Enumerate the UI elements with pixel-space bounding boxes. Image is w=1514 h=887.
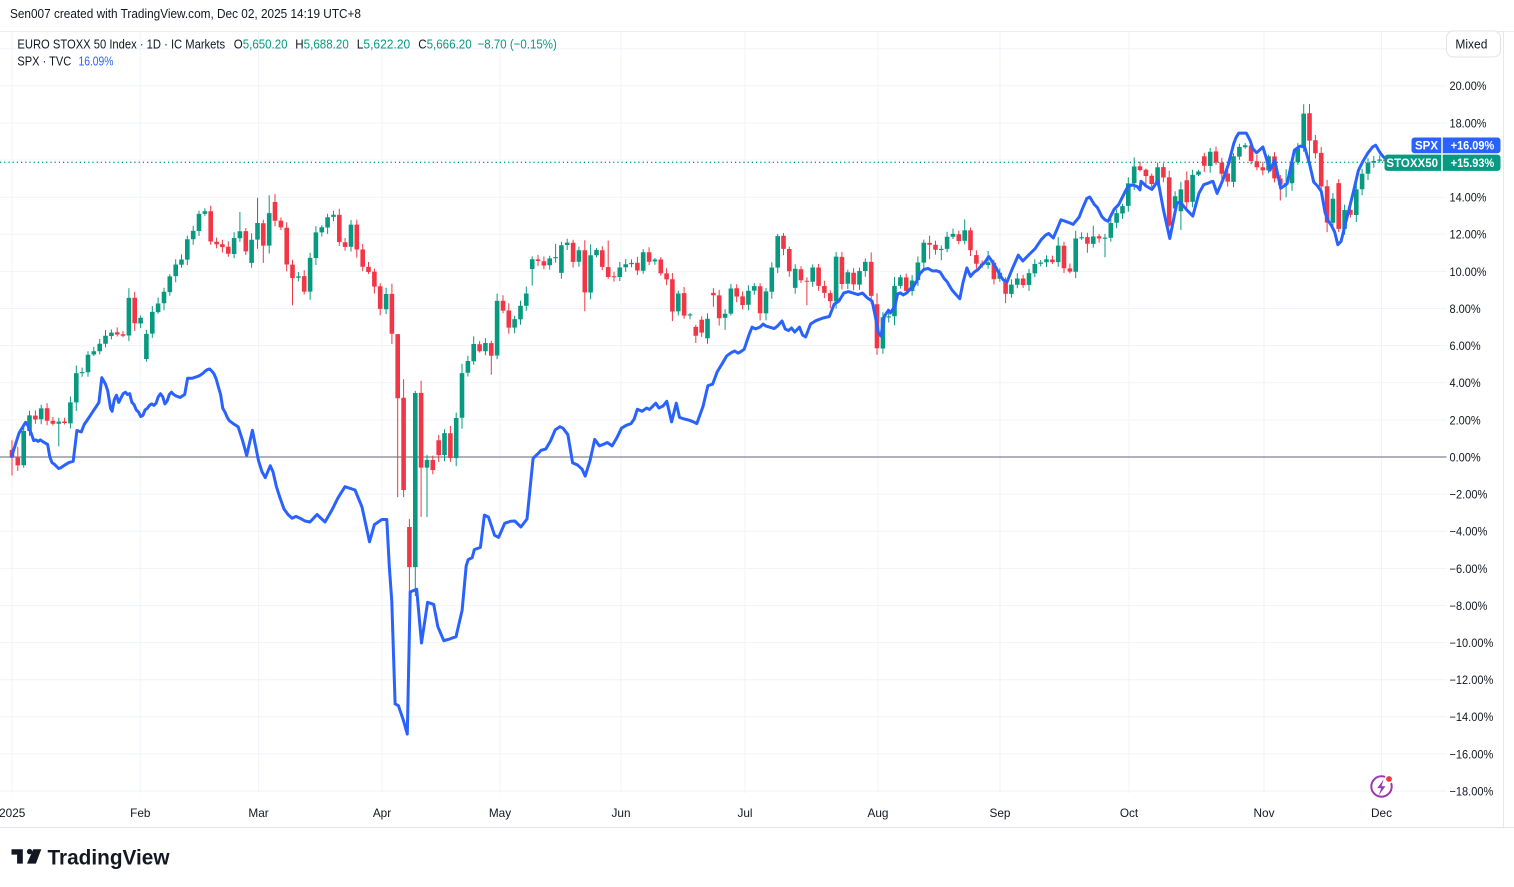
svg-text:Jun: Jun (611, 806, 630, 820)
svg-text:12.00%: 12.00% (1450, 228, 1487, 242)
svg-text:−16.00%: −16.00% (1450, 747, 1494, 761)
svg-text:Feb: Feb (130, 806, 151, 820)
svg-text:−8.70 (−0.15%): −8.70 (−0.15%) (478, 36, 557, 51)
svg-text:Sen007 created with TradingVie: Sen007 created with TradingView.com, Dec… (10, 6, 361, 21)
svg-text:−18.00%: −18.00% (1450, 785, 1494, 799)
svg-text:18.00%: 18.00% (1450, 116, 1487, 130)
svg-text:6.00%: 6.00% (1450, 339, 1482, 353)
svg-text:20.00%: 20.00% (1450, 79, 1487, 93)
svg-text:Dec: Dec (1371, 806, 1392, 820)
svg-text:−4.00%: −4.00% (1450, 525, 1488, 539)
svg-text:O5,650.20: O5,650.20 (234, 36, 288, 51)
svg-text:Apr: Apr (373, 806, 391, 820)
svg-text:Nov: Nov (1254, 806, 1275, 820)
svg-text:0.00%: 0.00% (1450, 450, 1482, 464)
svg-text:C5,666.20: C5,666.20 (418, 36, 472, 51)
svg-text:−14.00%: −14.00% (1450, 710, 1494, 724)
svg-text:Mar: Mar (248, 806, 268, 820)
svg-text:H5,688.20: H5,688.20 (295, 36, 349, 51)
svg-text:−10.00%: −10.00% (1450, 636, 1494, 650)
svg-text:10.00%: 10.00% (1450, 265, 1487, 279)
svg-text:16.09%: 16.09% (79, 53, 114, 68)
svg-text:2.00%: 2.00% (1450, 413, 1482, 427)
svg-text:4.00%: 4.00% (1450, 376, 1482, 390)
svg-text:−8.00%: −8.00% (1450, 599, 1488, 613)
svg-text:14.00%: 14.00% (1450, 191, 1487, 205)
svg-text:EURO STOXX 50 Index · 1D · IC: EURO STOXX 50 Index · 1D · IC Markets (17, 36, 225, 51)
svg-text:8.00%: 8.00% (1450, 302, 1482, 316)
svg-text:+15.93%: +15.93% (1451, 158, 1495, 170)
svg-text:−6.00%: −6.00% (1450, 562, 1488, 576)
svg-text:L5,622.20: L5,622.20 (357, 36, 411, 51)
svg-text:TradingView: TradingView (48, 845, 170, 869)
svg-text:Mixed: Mixed (1455, 37, 1487, 52)
svg-text:SPX: SPX (1415, 141, 1438, 153)
svg-text:Jul: Jul (737, 806, 752, 820)
svg-text:Aug: Aug (868, 806, 889, 820)
svg-text:Sep: Sep (990, 806, 1011, 820)
svg-text:+16.09%: +16.09% (1451, 141, 1495, 153)
svg-text:−12.00%: −12.00% (1450, 673, 1494, 687)
svg-text:May: May (489, 806, 511, 820)
svg-text:STOXX50: STOXX50 (1386, 158, 1438, 170)
svg-text:−2.00%: −2.00% (1450, 488, 1488, 502)
svg-text:SPX · TVC: SPX · TVC (17, 53, 71, 68)
svg-text:2025: 2025 (0, 806, 26, 820)
svg-text:Oct: Oct (1120, 806, 1139, 820)
